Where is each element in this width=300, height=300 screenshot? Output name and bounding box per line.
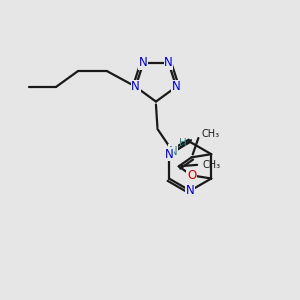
Text: CH₃: CH₃	[202, 160, 220, 170]
Text: CH₃: CH₃	[201, 129, 220, 139]
Text: H: H	[179, 138, 187, 148]
Text: N: N	[165, 148, 173, 161]
Text: O: O	[187, 169, 196, 182]
Text: N: N	[169, 145, 177, 158]
Text: N: N	[139, 56, 148, 69]
Text: N: N	[186, 184, 194, 197]
Text: N: N	[172, 80, 181, 93]
Text: N: N	[164, 56, 173, 69]
Text: N: N	[131, 80, 140, 93]
